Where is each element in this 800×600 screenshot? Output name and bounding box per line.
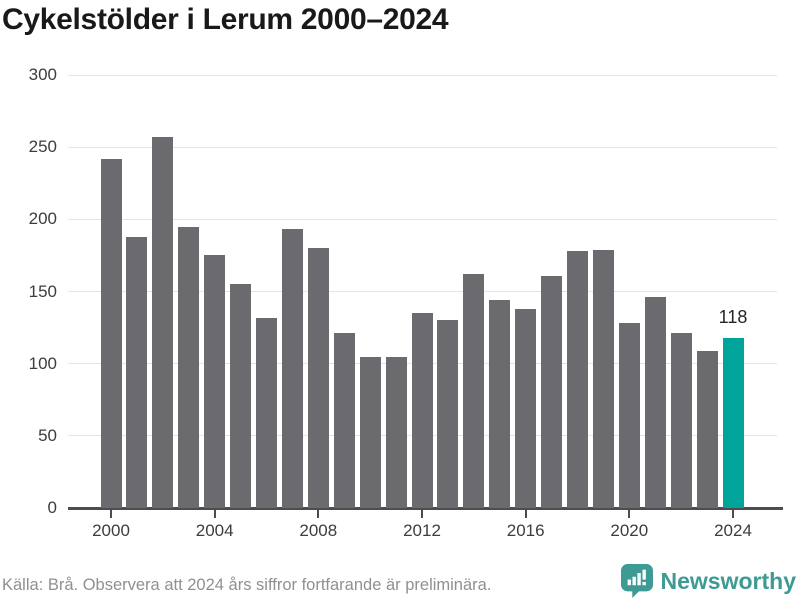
newsworthy-wordmark: Newsworthy: [660, 568, 796, 594]
gridline-150: [68, 291, 777, 292]
y-axis-label-150: 150: [28, 281, 57, 301]
bar-2011: [385, 356, 407, 508]
bar-2012: [411, 313, 433, 508]
newsworthy-logo: Newsworthy: [620, 564, 796, 598]
bar-2021: [644, 297, 666, 508]
x-axis-tick-2004: [213, 509, 216, 518]
newsworthy-speech-bubble-chart-icon: [620, 564, 653, 598]
x-axis-label-2004: 2004: [195, 521, 234, 540]
x-axis-tick-2000: [110, 509, 112, 518]
chart-title: Cykelstölder i Lerum 2000–2024: [2, 3, 449, 36]
bar-2000: [100, 158, 122, 508]
bar-2016: [515, 308, 537, 508]
x-axis-tick-2012: [421, 509, 423, 518]
x-axis-tick-2024: [732, 509, 734, 518]
y-axis-label-50: 50: [38, 425, 57, 445]
bar-2010: [359, 356, 381, 508]
bar-value-label: 118: [718, 306, 748, 327]
x-axis-label-2020: 2020: [610, 521, 649, 540]
bar-2013: [437, 320, 459, 508]
gridline-250: [68, 146, 777, 148]
x-axis-label-2008: 2008: [299, 521, 338, 540]
bar-2002: [152, 137, 174, 508]
bar-2004: [204, 255, 226, 508]
bar-2015: [489, 300, 511, 508]
bar-2018: [567, 251, 588, 508]
x-axis-label-2012: 2012: [403, 521, 441, 540]
source-note: Källa: Brå. Observera att 2024 års siffr…: [2, 576, 492, 594]
y-axis-label-200: 200: [28, 209, 57, 229]
x-axis-tick-2008: [317, 509, 320, 518]
bar-2019: [592, 249, 614, 508]
x-axis-tick-2020: [628, 509, 631, 518]
bar-2024: [722, 337, 744, 508]
bar-2007: [281, 229, 303, 508]
gridline-200: [68, 218, 777, 220]
bar-2008: [307, 248, 329, 508]
bar-2009: [333, 333, 355, 508]
bar-2005: [230, 284, 252, 508]
x-axis-line: [68, 506, 783, 510]
bar-2001: [126, 236, 148, 508]
gridline-300: [68, 74, 777, 76]
bar-2023: [696, 350, 718, 508]
y-axis-label-250: 250: [28, 137, 57, 157]
bar-2022: [670, 333, 692, 508]
y-axis-label-300: 300: [28, 65, 57, 84]
bar-2006: [256, 317, 277, 508]
bar-2017: [541, 275, 563, 508]
y-axis-label-100: 100: [28, 353, 57, 373]
x-axis-tick-2016: [524, 509, 527, 518]
bar-2020: [618, 323, 640, 508]
x-axis-label-2024: 2024: [714, 521, 752, 540]
y-axis-label-0: 0: [47, 498, 57, 517]
bar-2014: [463, 274, 485, 508]
bar-2003: [178, 226, 200, 508]
x-axis-label-2016: 2016: [506, 521, 545, 540]
x-axis-label-2000: 2000: [92, 521, 130, 540]
